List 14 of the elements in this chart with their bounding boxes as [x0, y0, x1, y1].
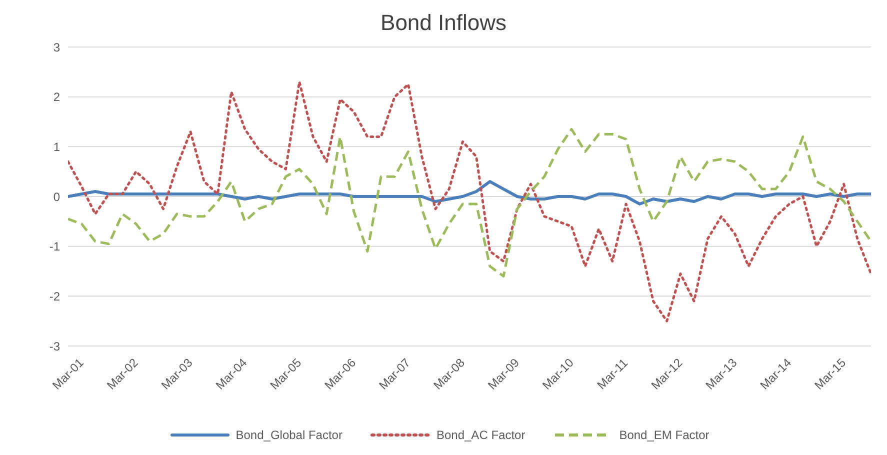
chart-title: Bond Inflows [380, 9, 508, 37]
legend-label: Bond_EM Factor [619, 428, 710, 442]
line-series [68, 180, 871, 206]
y-tick-label: 3 [53, 40, 60, 54]
y-tick-label: -2 [49, 289, 60, 304]
line-series [68, 128, 871, 278]
legend-label: Bond_Global Factor [236, 428, 342, 442]
y-tick-label: 0 [53, 190, 60, 204]
y-tick-label: -3 [49, 339, 60, 354]
line-series [68, 80, 871, 322]
y-tick-label: 2 [53, 90, 60, 104]
y-tick-label: -1 [49, 240, 60, 254]
y-tick-label: 1 [53, 140, 60, 154]
legend-label: Bond_AC Factor [436, 428, 526, 442]
